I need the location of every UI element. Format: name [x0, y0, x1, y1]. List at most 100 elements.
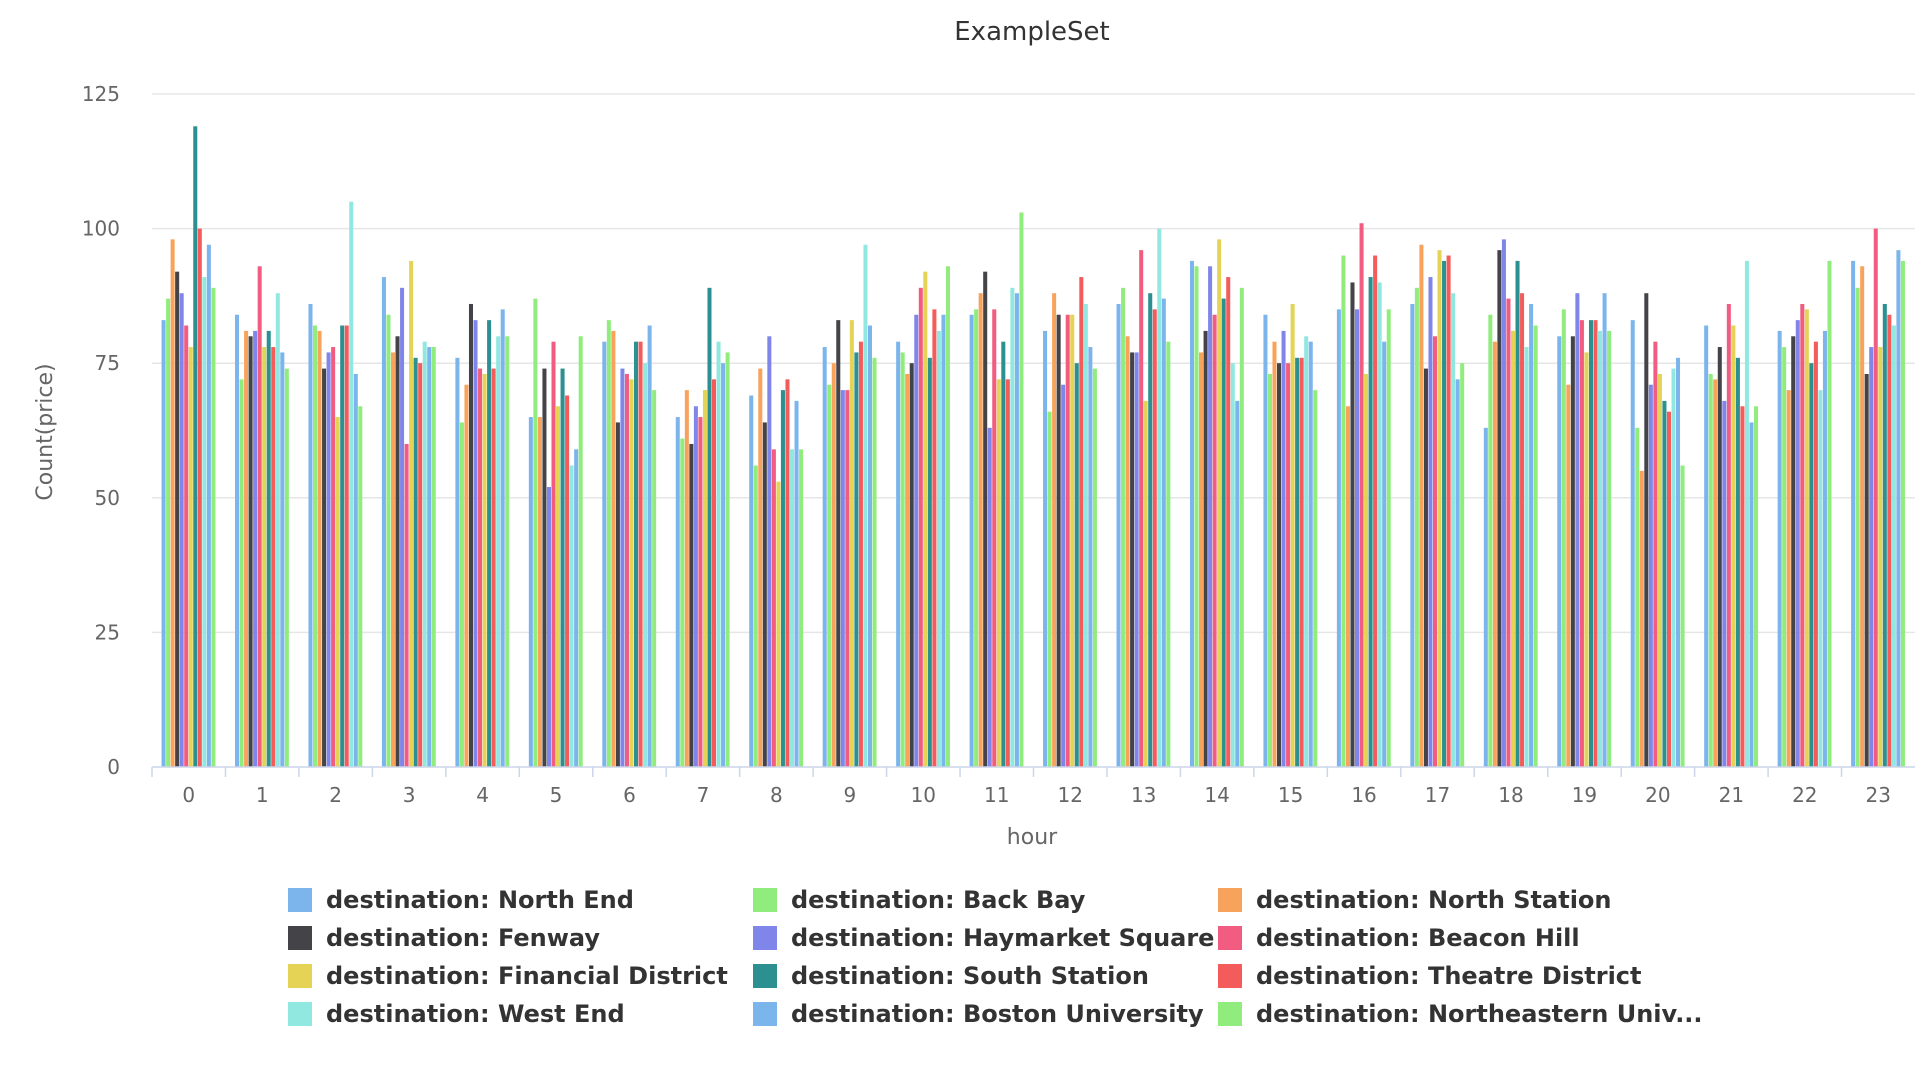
- bar[interactable]: [239, 379, 244, 767]
- bar[interactable]: [533, 298, 538, 767]
- bar[interactable]: [166, 298, 171, 767]
- bar[interactable]: [680, 438, 685, 767]
- bar[interactable]: [1203, 330, 1208, 767]
- bar[interactable]: [235, 314, 240, 767]
- bar[interactable]: [578, 336, 583, 767]
- bar[interactable]: [1134, 352, 1139, 767]
- bar[interactable]: [197, 228, 202, 768]
- bar[interactable]: [400, 287, 405, 767]
- bar[interactable]: [409, 260, 414, 767]
- legend-item[interactable]: destination: South Station: [753, 962, 1218, 990]
- bar[interactable]: [1092, 368, 1097, 767]
- bar[interactable]: [776, 481, 781, 767]
- bar[interactable]: [900, 352, 905, 767]
- bar[interactable]: [1584, 352, 1589, 767]
- bar[interactable]: [1749, 422, 1754, 767]
- bar[interactable]: [1579, 320, 1584, 767]
- bar[interactable]: [1900, 260, 1905, 767]
- bar[interactable]: [280, 352, 285, 767]
- bar[interactable]: [780, 390, 785, 767]
- bar[interactable]: [941, 314, 946, 767]
- bar[interactable]: [1451, 293, 1456, 767]
- bar[interactable]: [482, 373, 487, 767]
- bar[interactable]: [1272, 341, 1277, 767]
- bar[interactable]: [1804, 309, 1809, 767]
- bar[interactable]: [1074, 363, 1079, 767]
- bar[interactable]: [496, 336, 501, 767]
- bar[interactable]: [1557, 336, 1562, 767]
- legend-item[interactable]: destination: West End: [288, 1000, 753, 1028]
- bar[interactable]: [652, 390, 657, 767]
- bar[interactable]: [1364, 373, 1369, 767]
- bar[interactable]: [987, 427, 992, 767]
- bar[interactable]: [1152, 309, 1157, 767]
- bar[interactable]: [1855, 287, 1860, 767]
- bar[interactable]: [1460, 363, 1465, 767]
- bar[interactable]: [1341, 255, 1346, 767]
- bar[interactable]: [785, 379, 790, 767]
- bar[interactable]: [500, 309, 505, 767]
- bar[interactable]: [978, 293, 983, 767]
- bar[interactable]: [1708, 373, 1713, 767]
- bar[interactable]: [1598, 330, 1603, 767]
- bar[interactable]: [1189, 260, 1194, 767]
- bar[interactable]: [1061, 384, 1066, 767]
- bar[interactable]: [845, 390, 850, 767]
- bar[interactable]: [1602, 293, 1607, 767]
- bar[interactable]: [831, 363, 836, 767]
- bar[interactable]: [858, 341, 863, 767]
- bar[interactable]: [1047, 411, 1052, 767]
- bar[interactable]: [1818, 390, 1823, 767]
- bar[interactable]: [716, 341, 721, 767]
- bar[interactable]: [505, 336, 510, 767]
- bar[interactable]: [1520, 293, 1525, 767]
- bar[interactable]: [1800, 303, 1805, 767]
- bar[interactable]: [1593, 320, 1598, 767]
- bar[interactable]: [1373, 255, 1378, 767]
- bar[interactable]: [542, 368, 547, 767]
- bar[interactable]: [698, 417, 703, 767]
- bar[interactable]: [468, 303, 474, 767]
- bar[interactable]: [1157, 228, 1162, 768]
- bar[interactable]: [867, 325, 873, 767]
- bar[interactable]: [1635, 427, 1640, 767]
- bar[interactable]: [560, 368, 565, 767]
- bar[interactable]: [418, 363, 423, 767]
- bar[interactable]: [1414, 287, 1419, 767]
- bar[interactable]: [1139, 250, 1144, 768]
- bar[interactable]: [1019, 212, 1024, 767]
- bar[interactable]: [1386, 309, 1391, 767]
- bar[interactable]: [767, 336, 772, 767]
- bar[interactable]: [1239, 287, 1244, 767]
- bar[interactable]: [1377, 282, 1382, 767]
- bar[interactable]: [1419, 244, 1424, 767]
- bar[interactable]: [1754, 406, 1759, 767]
- bar[interactable]: [565, 395, 570, 767]
- bar[interactable]: [386, 314, 391, 767]
- bar[interactable]: [822, 347, 827, 767]
- bar[interactable]: [312, 325, 318, 767]
- bar[interactable]: [1277, 363, 1282, 767]
- bar[interactable]: [206, 244, 211, 767]
- bar[interactable]: [1666, 411, 1671, 767]
- legend-item[interactable]: destination: Boston University: [753, 1000, 1218, 1028]
- bar[interactable]: [266, 330, 271, 767]
- bar[interactable]: [1148, 293, 1153, 767]
- bar[interactable]: [1488, 314, 1493, 767]
- bar[interactable]: [1065, 314, 1070, 767]
- bar[interactable]: [1896, 250, 1901, 768]
- bar[interactable]: [257, 266, 262, 767]
- bar[interactable]: [762, 422, 767, 767]
- bar[interactable]: [1483, 427, 1488, 767]
- bar[interactable]: [749, 395, 754, 767]
- legend-item[interactable]: destination: North Station: [1218, 886, 1683, 914]
- bar[interactable]: [211, 287, 216, 767]
- bar[interactable]: [836, 320, 841, 767]
- bar[interactable]: [606, 320, 611, 767]
- bar[interactable]: [248, 336, 253, 767]
- bar[interactable]: [1125, 336, 1130, 767]
- bar[interactable]: [1506, 298, 1511, 767]
- bar[interactable]: [1722, 400, 1727, 767]
- bar[interactable]: [546, 487, 551, 767]
- bar[interactable]: [1529, 303, 1534, 767]
